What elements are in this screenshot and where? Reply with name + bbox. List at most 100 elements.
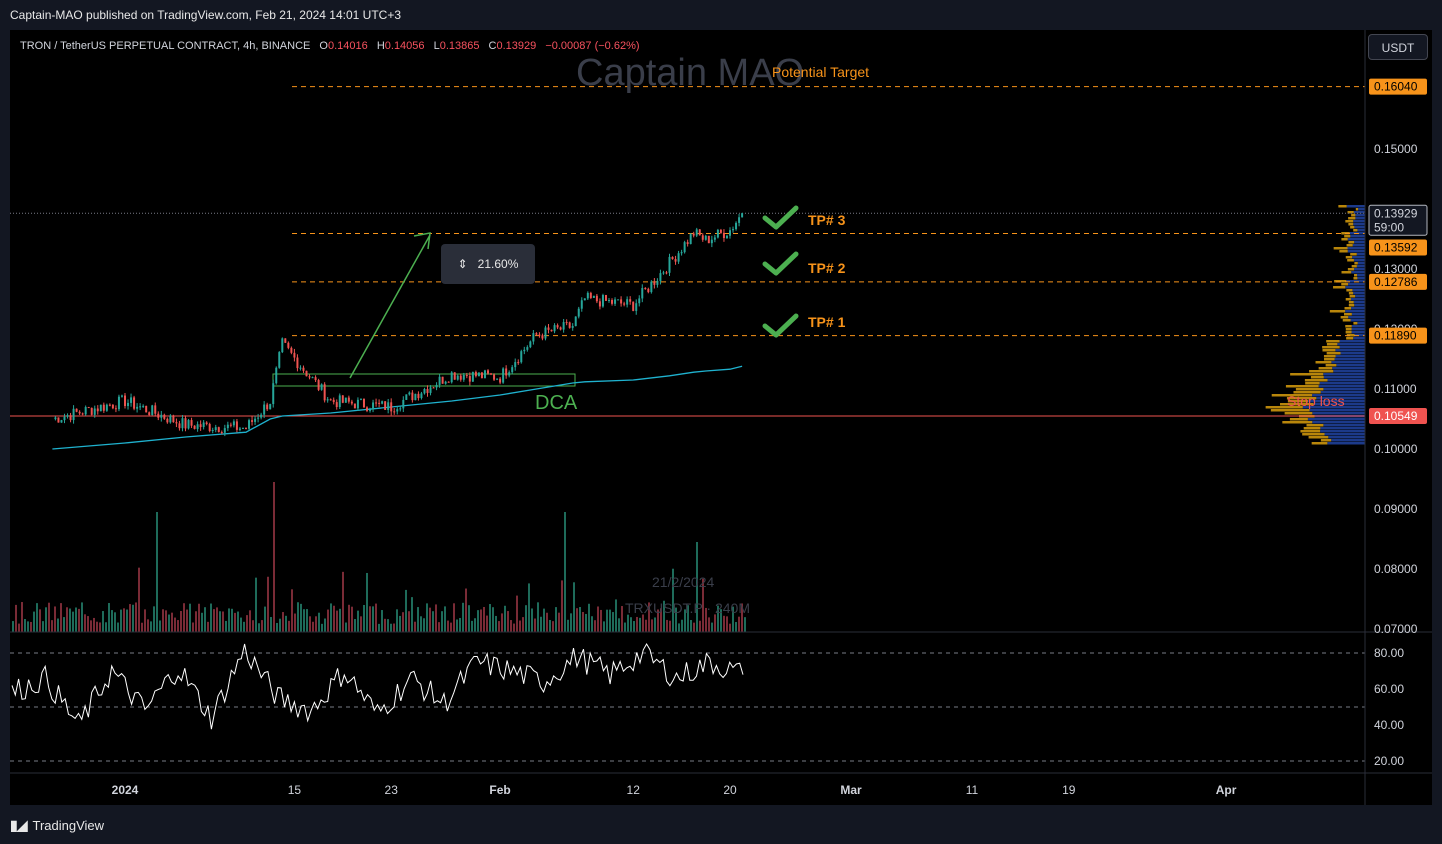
candle-body <box>689 233 692 245</box>
volume-bar <box>603 621 605 632</box>
profile-bar-blue <box>1354 304 1365 307</box>
candle-body <box>329 399 332 401</box>
volume-bar <box>99 622 101 632</box>
candle-body <box>275 367 278 384</box>
candle-body <box>741 213 744 218</box>
volume-bar <box>24 619 26 632</box>
time-tick-label: 12 <box>627 783 641 797</box>
profile-bar-gold <box>1347 268 1355 271</box>
candle-body <box>108 404 111 406</box>
candle-body <box>299 367 302 369</box>
profile-bar-gold <box>1353 229 1358 232</box>
checkmark-icon <box>762 313 799 338</box>
profile-bar-gold <box>1329 310 1346 313</box>
level-lines <box>10 86 1365 417</box>
profile-bar-gold <box>1348 217 1356 220</box>
volume-bar <box>399 615 401 632</box>
candle-body <box>614 299 617 304</box>
tp2-label: TP# 2 <box>808 260 846 276</box>
profile-bar-gold <box>1348 223 1354 226</box>
profile-bar-gold <box>1348 304 1355 307</box>
volume-bar <box>480 609 482 632</box>
profile-bar-gold <box>1351 214 1356 217</box>
profile-bar-blue <box>1351 271 1365 274</box>
candle-body <box>190 420 193 426</box>
price-tick-label: 0.13000 <box>1374 262 1418 276</box>
top-bar: Captain-MAO published on TradingView.com… <box>0 0 1442 30</box>
candle-body <box>214 427 217 430</box>
tp3-price-tag: 0.13592 <box>1374 240 1418 254</box>
candle-body <box>172 415 175 423</box>
profile-bar-blue <box>1353 211 1365 214</box>
candle-body <box>251 420 254 422</box>
volume-bar <box>711 622 713 632</box>
profile-bar-blue <box>1355 217 1365 220</box>
candle-body <box>384 401 387 410</box>
tradingview-logo[interactable]: ▮◢ TradingView <box>10 817 104 834</box>
profile-bar-blue <box>1334 358 1365 361</box>
profile-bar-gold <box>1289 418 1308 421</box>
candle-body <box>378 402 381 404</box>
volume-bar <box>195 611 197 632</box>
candle-body <box>175 422 178 424</box>
candle-body <box>629 299 632 302</box>
profile-bar-blue <box>1327 379 1365 382</box>
volume-bar <box>357 610 359 632</box>
volume-bar <box>264 606 266 632</box>
profile-bar-blue <box>1353 223 1365 226</box>
profile-bar-gold <box>1287 400 1309 403</box>
volume-bar <box>168 614 170 632</box>
profile-bar-gold <box>1348 241 1355 244</box>
profile-bar-blue <box>1357 322 1365 325</box>
volume-bar <box>279 618 281 632</box>
checkmark-icon <box>762 205 799 230</box>
volume-bar <box>288 620 290 632</box>
volume-bar <box>321 623 323 632</box>
volume-bar <box>681 619 683 632</box>
profile-bar-gold <box>1286 397 1317 400</box>
rsi-path <box>11 643 744 730</box>
profile-bar-blue <box>1332 367 1365 370</box>
candle-body <box>471 371 474 382</box>
profile-bar-gold <box>1326 340 1340 343</box>
profile-bar-gold <box>1347 259 1354 262</box>
candle-body <box>650 281 653 293</box>
volume-symbol-label: TRXUSDT.P · 240M <box>625 600 750 616</box>
currency-button[interactable]: USDT <box>1368 34 1428 60</box>
candle-body <box>653 281 656 285</box>
candle-body <box>178 423 181 429</box>
volume-bar <box>441 611 443 632</box>
candle-body <box>623 303 626 305</box>
profile-bar-blue <box>1346 205 1365 208</box>
candle-body <box>462 375 465 380</box>
volume-bar <box>198 603 200 632</box>
volume-bar <box>699 620 701 632</box>
volume-bar <box>585 613 587 632</box>
stop-loss-label: Stop loss <box>1287 393 1345 409</box>
volume-bar <box>459 617 461 632</box>
volume-bar <box>258 623 260 632</box>
candle-body <box>562 322 565 330</box>
volume-bar <box>519 620 521 632</box>
volume-bar <box>90 620 92 632</box>
candle-body <box>245 427 247 429</box>
low-value: 0.13865 <box>439 40 480 53</box>
volume-bar <box>219 611 221 632</box>
time-tick-label: 2024 <box>112 783 139 797</box>
candle-body <box>320 384 323 390</box>
candle-body <box>133 397 136 409</box>
candle-body <box>87 407 90 409</box>
candle-body <box>680 252 683 254</box>
volume-bar <box>387 619 389 632</box>
volume-bar <box>687 605 689 632</box>
stop-loss-price-tag: 0.10549 <box>1374 409 1418 423</box>
volume-bar <box>261 620 263 632</box>
potential-target-label: Potential Target <box>772 64 870 80</box>
volume-bar <box>114 612 116 632</box>
volume-bar <box>489 604 491 632</box>
volume-bar <box>438 622 440 632</box>
candle-body <box>63 416 66 421</box>
candle-body <box>341 395 344 403</box>
candle-body <box>157 413 160 418</box>
